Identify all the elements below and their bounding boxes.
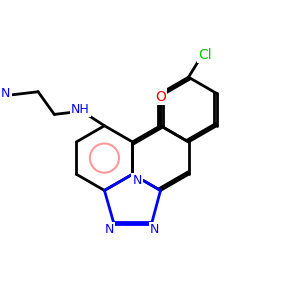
Text: Cl: Cl	[198, 47, 211, 61]
Text: O: O	[155, 90, 166, 104]
Text: NH: NH	[71, 103, 90, 116]
Text: N: N	[1, 87, 10, 100]
Text: N: N	[133, 174, 142, 187]
Text: N: N	[150, 223, 159, 236]
Text: N: N	[105, 223, 114, 236]
